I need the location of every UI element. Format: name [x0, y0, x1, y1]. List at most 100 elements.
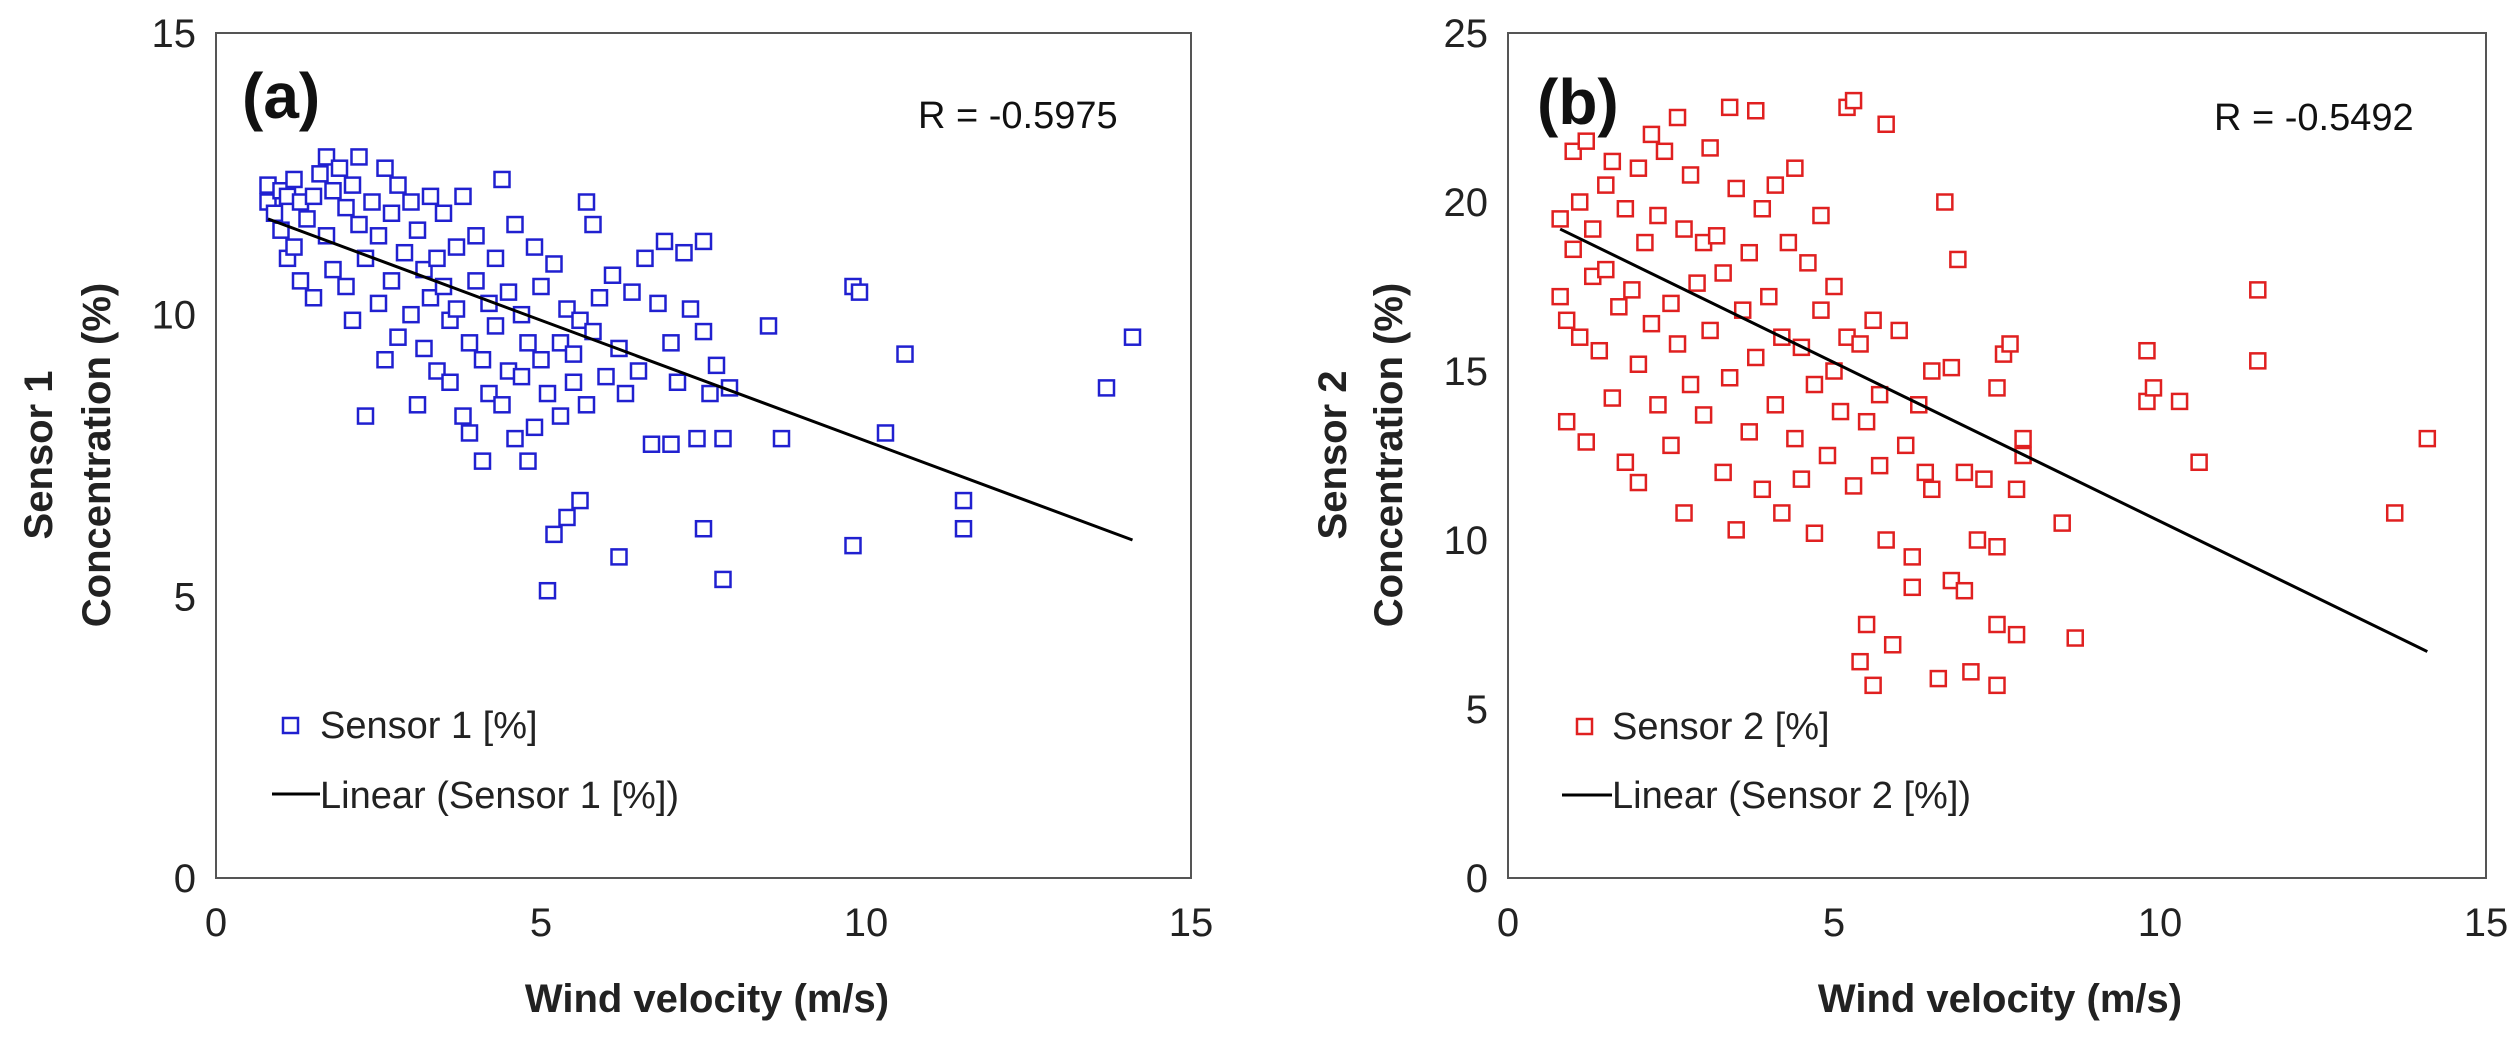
data-point — [2007, 625, 2026, 644]
data-point — [629, 362, 648, 380]
y-tick-label: 25 — [1444, 12, 1489, 56]
data-point — [467, 272, 485, 290]
data-point — [584, 215, 602, 234]
data-point — [1668, 108, 1687, 127]
data-point — [675, 243, 693, 262]
data-point — [2007, 480, 2026, 499]
data-point — [1818, 446, 1837, 465]
x-tick-label: 0 — [1497, 901, 1519, 945]
y-tick-label: 15 — [1444, 350, 1489, 394]
data-point — [1603, 152, 1622, 171]
data-point — [545, 525, 563, 544]
data-point — [460, 424, 479, 442]
data-point — [623, 283, 641, 301]
data-point — [655, 232, 674, 251]
data-point — [1629, 159, 1648, 177]
y-tick-labels-b: 0 5 10 15 20 25 — [1444, 12, 1489, 901]
data-point — [447, 238, 466, 256]
data-point — [1123, 328, 1142, 346]
data-point — [1903, 578, 1921, 597]
data-point — [519, 452, 537, 470]
data-point — [1968, 531, 1987, 549]
data-points-a — [259, 148, 1142, 600]
data-point — [1825, 277, 1843, 296]
data-point — [1851, 335, 1869, 353]
data-point — [1616, 200, 1635, 218]
data-point — [473, 452, 492, 470]
panel-b: 0 5 10 15 0 5 10 15 20 25 (b) R = -0.5492 Sensor… — [1311, 12, 2508, 1021]
x-tick-label: 10 — [844, 901, 889, 945]
data-point — [1636, 233, 1654, 252]
data-point — [421, 289, 440, 307]
data-point — [454, 407, 472, 425]
data-point — [876, 424, 895, 442]
data-point — [538, 384, 557, 403]
data-point — [1603, 389, 1622, 407]
data-point — [389, 328, 407, 346]
data-point — [480, 384, 498, 403]
data-point — [1864, 676, 1882, 695]
data-point — [506, 429, 524, 448]
data-point — [1649, 396, 1667, 414]
data-point — [330, 159, 349, 177]
data-point — [2144, 379, 2163, 397]
data-point — [408, 221, 427, 239]
data-point — [1877, 531, 1895, 549]
data-point — [1923, 480, 1941, 499]
x-tick-label: 15 — [1169, 901, 1214, 945]
data-point — [1564, 142, 1582, 161]
legend-marker-sensor-2 — [1575, 717, 1594, 736]
x-axis-title-a: Wind velocity (m/s) — [525, 977, 889, 1021]
data-point — [1714, 463, 1732, 482]
data-point — [1805, 375, 1824, 394]
data-point — [1681, 166, 1700, 184]
data-point — [1747, 348, 1765, 367]
legend-label-sensor-2: Sensor 2 [%] — [1612, 706, 1830, 748]
data-point — [1942, 358, 1961, 377]
data-point — [564, 345, 583, 363]
data-point — [324, 260, 342, 279]
y-tick-label: 10 — [152, 294, 197, 338]
data-point — [688, 429, 706, 448]
data-point — [597, 367, 615, 386]
data-point — [519, 334, 537, 352]
data-point — [1988, 379, 2006, 397]
data-point — [844, 536, 862, 555]
data-point — [714, 429, 732, 448]
data-point — [454, 187, 472, 206]
data-point — [1747, 101, 1765, 120]
legend-label-linear-2: Linear (Sensor 2 [%]) — [1612, 775, 1971, 817]
data-point — [1773, 504, 1791, 522]
panel-label-a: (a) — [242, 60, 320, 132]
data-point — [1584, 220, 1602, 238]
y-tick-label: 5 — [1466, 688, 1488, 732]
data-point — [1812, 301, 1830, 319]
legend-marker-sensor-1 — [281, 716, 300, 735]
data-point — [1590, 341, 1609, 360]
data-point — [447, 300, 466, 318]
y-tick-label: 10 — [1444, 519, 1489, 563]
data-point — [2014, 429, 2032, 448]
data-point — [382, 204, 401, 223]
data-point — [1760, 287, 1778, 306]
data-point — [408, 396, 427, 414]
data-point — [1681, 375, 1700, 394]
data-point — [642, 435, 661, 453]
data-point — [558, 508, 576, 527]
data-point — [1570, 328, 1589, 346]
data-point — [441, 373, 459, 392]
y-axis-title-b-line2: Concentration (%) — [1367, 283, 1411, 627]
data-point — [662, 334, 680, 352]
trendline-b — [1559, 227, 2428, 653]
data-point — [1812, 206, 1830, 225]
data-point — [1988, 615, 2006, 634]
data-point — [1701, 139, 1719, 157]
data-point — [1727, 179, 1745, 198]
data-point — [350, 215, 368, 234]
data-point — [304, 187, 323, 206]
correlation-annotation-b: R = -0.5492 — [2214, 97, 2414, 139]
data-point — [1877, 115, 1895, 134]
data-point — [954, 491, 973, 510]
data-point — [1597, 260, 1615, 279]
